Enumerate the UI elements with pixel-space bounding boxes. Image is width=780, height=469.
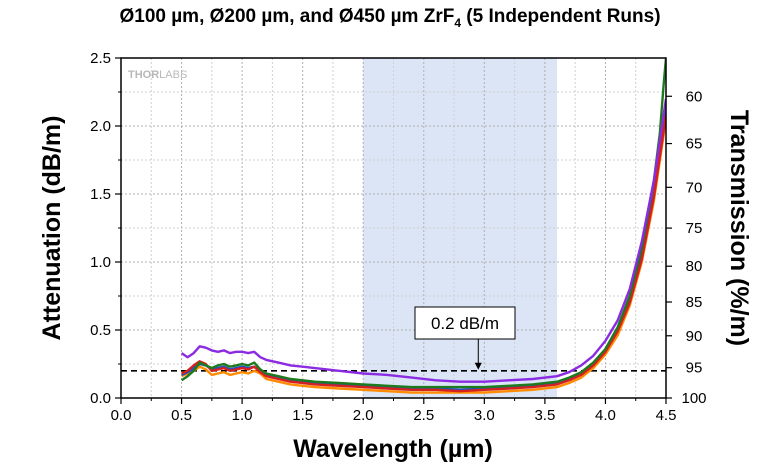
series-line-4 (180, 58, 666, 389)
x-tick-label: 1.0 (232, 407, 253, 424)
y2-tick-label: 90 (686, 328, 703, 345)
y2-tick-label: 85 (686, 294, 703, 311)
y2-tick-label: 75 (686, 220, 703, 237)
y2-axis-title: Transmission (%/m) (725, 110, 753, 346)
chart-title: Ø100 µm, Ø200 µm, and Ø450 µm ZrF4 (5 In… (0, 6, 780, 30)
y2-tick-label: 65 (686, 136, 703, 153)
y-tick-label: 2.0 (90, 118, 111, 135)
y-tick-label: 1.0 (90, 254, 111, 271)
y-tick-label: 2.5 (90, 50, 111, 67)
x-tick-label: 3.5 (534, 407, 555, 424)
watermark-light: LABS (159, 69, 187, 81)
x-tick-label: 2.0 (353, 407, 374, 424)
annotation-arrow-head (474, 362, 482, 370)
x-tick-label: 0.0 (111, 407, 132, 424)
chart-title-tail: (5 Independent Runs) (461, 6, 661, 27)
y-tick-label: 0.0 (90, 390, 111, 407)
annotation-box (414, 306, 516, 340)
annotation-label: 0.2 dB/m (431, 314, 499, 333)
x-tick-label: 3.0 (474, 407, 495, 424)
y2-tick-label: 80 (686, 258, 703, 275)
watermark-strong: THOR (128, 69, 159, 81)
x-tick-label: 2.5 (413, 407, 434, 424)
x-tick-label: 1.5 (292, 407, 313, 424)
annotation-layer: 0.2 dB/m (414, 306, 516, 370)
grid-layer (121, 58, 666, 398)
series-line-5 (180, 98, 666, 383)
shaded-region (363, 58, 557, 398)
x-tick-label: 0.5 (171, 407, 192, 424)
series-layer (180, 58, 666, 394)
y2-tick-label: 100 (681, 390, 706, 407)
series-line-1 (181, 119, 666, 394)
tick-layer: 0.0 0.5 1.0 1.5 2.0 2.5 3.0 3.5 4.0 4.5 0.0 0.5 1.0 1… (90, 50, 706, 424)
chart-title-main: Ø100 µm, Ø200 µm, and Ø450 µm ZrF (119, 6, 455, 27)
y2-tick-label: 60 (686, 88, 703, 105)
series-line-3 (181, 114, 666, 393)
y2-tick-label: 95 (686, 360, 703, 377)
shaded-region-layer (363, 58, 557, 398)
y-tick-label: 1.5 (90, 186, 111, 203)
chart-title-subscript: 4 (454, 15, 462, 30)
x-tick-label: 4.5 (656, 407, 677, 424)
y-axis-title: Attenuation (dB/m) (38, 116, 66, 341)
x-tick-label: 4.0 (595, 407, 616, 424)
y-tick-label: 0.5 (90, 322, 111, 339)
y2-tick-label: 70 (686, 179, 703, 196)
x-axis-title: Wavelength (µm) (293, 435, 493, 463)
watermark-logo: THORLABS (128, 69, 187, 81)
